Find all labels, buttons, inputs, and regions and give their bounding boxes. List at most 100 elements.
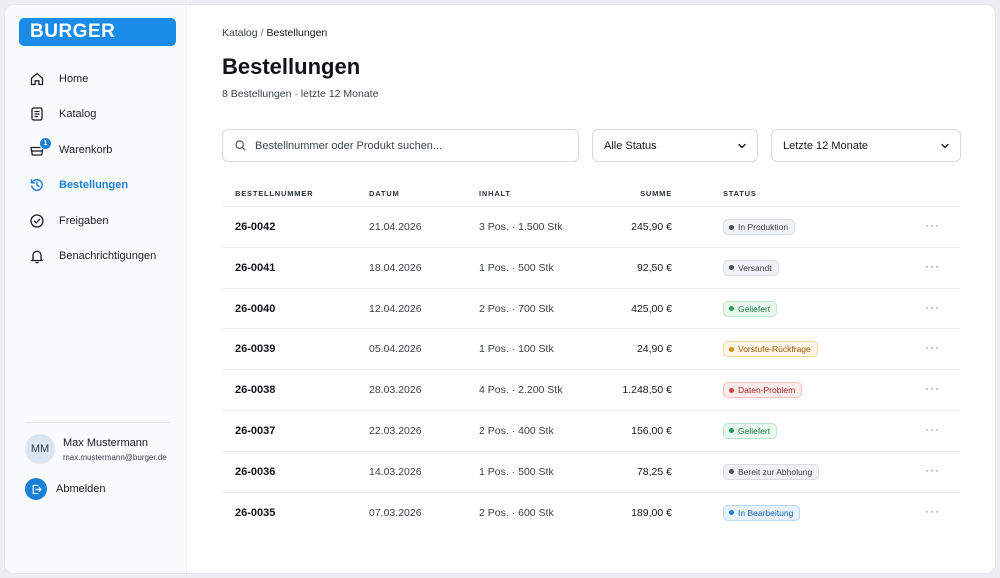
user-name: Max Mustermann: [63, 436, 148, 449]
avatar: MM: [25, 434, 55, 464]
row-menu-button[interactable]: ···: [925, 381, 940, 396]
column-header-status[interactable]: Status: [723, 189, 757, 198]
row-menu-button[interactable]: ···: [925, 258, 940, 273]
table-row[interactable]: 26-0041 18.04.2026 1 Pos. · 500 Stk 92,50 €…: [222, 248, 960, 289]
status-dot: [729, 306, 734, 312]
order-date: 28.03.2026: [369, 384, 422, 397]
check-circle-icon: [29, 213, 45, 229]
table-row[interactable]: 26-0036 14.03.2026 1 Pos. · 500 Stk 78,25 €…: [222, 452, 960, 493]
row-menu-button[interactable]: ···: [925, 503, 940, 518]
status-badge: Geliefert: [723, 300, 778, 317]
cart-count-badge: 1: [39, 136, 52, 150]
order-content: 1 Pos. · 500 Stk: [479, 465, 554, 478]
status-label: Daten-Problem: [738, 385, 796, 396]
sidebar-item-home[interactable]: Home: [15, 61, 177, 97]
order-sum: 1.248,50 €: [622, 384, 672, 397]
sidebar-item-label: Benachrichtigungen: [59, 250, 157, 263]
status-dot: [729, 428, 734, 434]
status-dot: [729, 469, 734, 475]
period-filter-select[interactable]: Letzte 12 Monate: [771, 129, 961, 162]
order-date: 05.04.2026: [369, 343, 422, 356]
sidebar-item-label: Warenkorb: [59, 143, 113, 156]
page-title: Bestellungen: [222, 54, 361, 79]
order-number[interactable]: 26-0035: [235, 506, 276, 519]
table-row[interactable]: 26-0038 28.03.2026 4 Pos. · 2.200 Stk 1.248…: [222, 370, 960, 411]
status-badge: Vorstufe-Rückfrage: [723, 341, 818, 358]
sidebar-divider: [25, 422, 171, 423]
status-filter-select[interactable]: Alle Status: [592, 129, 758, 162]
table-row[interactable]: 26-0035 07.03.2026 2 Pos. · 600 Stk 189,00 …: [222, 493, 960, 534]
order-number[interactable]: 26-0040: [235, 302, 276, 315]
status-label: Vorstufe-Rückfrage: [738, 344, 811, 355]
order-sum: 156,00 €: [631, 424, 672, 437]
status-label: Geliefert: [738, 425, 771, 436]
order-number[interactable]: 26-0039: [235, 343, 276, 356]
app-window: BURGER Home Katalog 1 Warenkorb: [4, 4, 996, 574]
order-number[interactable]: 26-0041: [235, 261, 276, 274]
column-header-content[interactable]: Inhalt: [479, 189, 511, 198]
sidebar-item-warenkorb[interactable]: 1 Warenkorb: [15, 132, 177, 168]
column-header-id[interactable]: Bestellnummer: [235, 189, 314, 198]
row-menu-button[interactable]: ···: [925, 218, 940, 232]
table-row[interactable]: 26-0040 12.04.2026 2 Pos. · 700 Stk 425,00 …: [222, 289, 960, 330]
order-date: 22.03.2026: [369, 424, 422, 437]
table-row[interactable]: 26-0039 05.04.2026 1 Pos. · 100 Stk 24,90 €…: [222, 329, 960, 371]
sidebar-item-katalog[interactable]: Katalog: [15, 97, 177, 133]
order-content: 3 Pos. · 1.500 Stk: [479, 221, 563, 233]
document-icon: [29, 106, 45, 122]
order-content: 1 Pos. · 500 Stk: [479, 261, 554, 274]
logout-button[interactable]: Abmelden: [25, 478, 106, 500]
order-number[interactable]: 26-0042: [235, 221, 276, 233]
sidebar-item-label: Bestellungen: [59, 179, 129, 192]
order-sum: 24,90 €: [636, 343, 672, 356]
sidebar-item-bestellungen[interactable]: Bestellungen: [15, 168, 177, 204]
sidebar-nav: Home Katalog 1 Warenkorb Bestellungen: [15, 61, 177, 274]
page-subtitle: 8 Bestellungen · letzte 12 Monate: [222, 88, 379, 100]
status-dot: [729, 224, 734, 230]
sidebar-item-benachrichtigungen[interactable]: Benachrichtigungen: [15, 239, 177, 275]
bell-icon: [29, 248, 45, 264]
order-sum: 189,00 €: [631, 506, 672, 519]
row-menu-button[interactable]: ···: [925, 299, 940, 314]
order-content: 2 Pos. · 700 Stk: [479, 302, 554, 315]
status-label: Versandt: [738, 262, 772, 273]
status-badge: In Produktion: [723, 219, 796, 235]
row-menu-button[interactable]: ···: [925, 421, 940, 436]
breadcrumb-link-katalog[interactable]: Katalog: [222, 27, 258, 39]
column-header-sum[interactable]: Summe: [640, 189, 672, 198]
row-menu-button[interactable]: ···: [925, 340, 940, 355]
sidebar-item-label: Home: [59, 72, 89, 85]
order-number[interactable]: 26-0036: [235, 465, 276, 478]
user-profile[interactable]: MM Max Mustermann max.mustermann@burger.…: [25, 434, 167, 464]
status-badge: Bereit zur Abholung: [723, 463, 820, 480]
history-icon: [29, 177, 45, 193]
order-sum: 425,00 €: [631, 302, 672, 315]
search-icon: [235, 140, 246, 151]
sidebar-item-label: Freigaben: [59, 214, 109, 227]
status-label: Geliefert: [738, 303, 771, 314]
breadcrumb-separator: /: [260, 27, 264, 39]
sidebar-item-freigaben[interactable]: Freigaben: [15, 203, 177, 239]
chevron-down-icon: [941, 143, 949, 148]
order-content: 4 Pos. · 2.200 Stk: [479, 384, 563, 397]
order-number[interactable]: 26-0037: [235, 424, 276, 437]
status-badge: In Bearbeitung: [723, 504, 801, 521]
brand-logo[interactable]: BURGER: [19, 18, 176, 46]
order-content: 2 Pos. · 600 Stk: [479, 506, 554, 519]
table-row[interactable]: 26-0037 22.03.2026 2 Pos. · 400 Stk 156,00 …: [222, 411, 960, 452]
status-label: In Produktion: [738, 222, 789, 232]
status-dot: [729, 265, 734, 271]
search-field[interactable]: [222, 129, 579, 162]
table-header: Bestellnummer Datum Inhalt Summe Status: [222, 185, 960, 207]
table-row[interactable]: 26-0042 21.04.2026 3 Pos. · 1.500 Stk 245,9…: [222, 207, 960, 248]
order-date: 07.03.2026: [369, 506, 422, 519]
row-menu-button[interactable]: ···: [925, 462, 940, 477]
status-badge: Versandt: [723, 259, 779, 276]
order-number[interactable]: 26-0038: [235, 384, 276, 397]
column-header-date[interactable]: Datum: [369, 189, 400, 198]
order-date: 12.04.2026: [369, 302, 422, 315]
search-input[interactable]: [255, 139, 555, 152]
status-label: In Bearbeitung: [738, 507, 794, 518]
status-dot: [729, 346, 734, 352]
sidebar-item-label: Katalog: [59, 108, 97, 121]
